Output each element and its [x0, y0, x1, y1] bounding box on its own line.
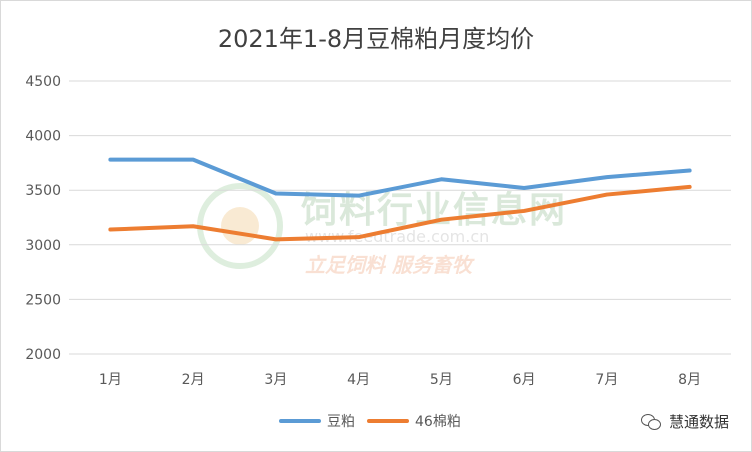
series-line-2 — [108, 184, 692, 242]
x-tick-label: 6月 — [513, 372, 536, 388]
legend-item-series-2: 46棉粕 — [367, 411, 461, 431]
legend-item-series-1: 豆粕 — [279, 411, 355, 431]
legend-swatch — [279, 419, 321, 423]
x-axis: 1月 2月 3月 4月 5月 6月 7月 8月 — [99, 372, 701, 388]
y-tick-label: 4000 — [25, 129, 61, 145]
source-text: 慧通数据 — [668, 413, 729, 431]
x-tick-label: 4月 — [347, 372, 370, 388]
y-tick-label: 2000 — [25, 347, 61, 363]
x-tick-label: 7月 — [595, 372, 618, 388]
x-tick-label: 8月 — [678, 372, 701, 388]
chart-title: 2021年1-8月豆棉粕月度均价 — [217, 25, 535, 53]
series-line-1 — [108, 157, 692, 198]
y-tick-label: 3000 — [25, 238, 61, 254]
y-tick-label: 2500 — [25, 292, 61, 308]
x-tick-label: 5月 — [430, 372, 453, 388]
gridlines — [69, 80, 731, 355]
legend-label: 46棉粕 — [415, 414, 461, 430]
x-tick-label: 2月 — [182, 372, 205, 388]
series-lines — [108, 157, 692, 242]
legend-swatch — [367, 419, 409, 423]
y-axis: 2000 2500 3000 3500 4000 4500 — [25, 74, 61, 363]
x-tick-label: 1月 — [99, 372, 122, 388]
y-tick-label: 3500 — [25, 183, 61, 199]
x-tick-label: 3月 — [264, 372, 287, 388]
wechat-icon — [640, 413, 663, 430]
legend: 豆粕 46棉粕 — [279, 411, 461, 431]
y-tick-label: 4500 — [25, 74, 61, 90]
source-credit: 慧通数据 — [640, 411, 729, 432]
legend-label: 豆粕 — [327, 414, 355, 430]
